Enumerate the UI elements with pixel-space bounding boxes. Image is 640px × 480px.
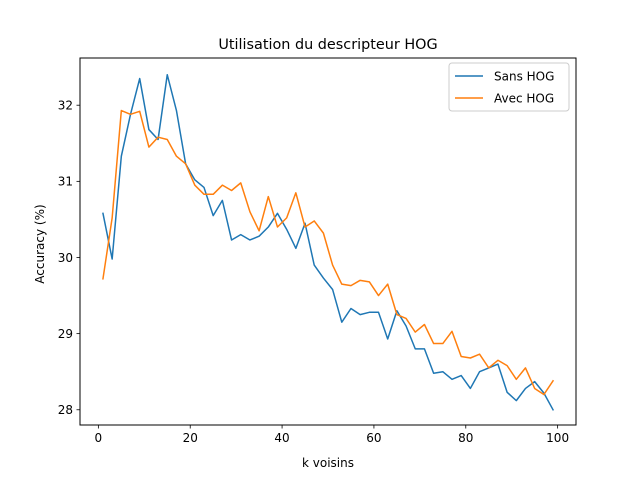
legend-box [448,62,570,112]
y-tick-label: 28 [58,403,73,417]
y-tick-label: 30 [58,251,73,265]
y-axis-ticks: 28 29 30 31 32 [58,99,80,417]
legend-label-avec-hog: Avec HOG [494,92,554,106]
x-axis-ticks: 0 20 40 60 80 100 [95,425,569,445]
y-tick-label: 31 [58,175,73,189]
y-tick-label: 29 [58,327,73,341]
series-line-sans-hog [102,74,555,411]
legend-label-sans-hog: Sans HOG [494,70,554,84]
series-line-avec-hog [102,109,555,396]
x-tick-label: 40 [274,431,289,445]
x-tick-label: 0 [95,431,103,445]
series-layer [102,74,555,411]
x-tick-label: 20 [183,431,198,445]
x-axis-label: k voisins [302,456,354,470]
y-axis-label: Accuracy (%) [33,204,47,283]
x-tick-label: 80 [458,431,473,445]
legend: Sans HOG Avec HOG [448,62,570,112]
x-tick-label: 100 [546,431,569,445]
x-tick-label: 60 [366,431,381,445]
axes-frame [79,57,577,426]
chart-title: Utilisation du descripteur HOG [218,37,437,53]
plot-area: 0 20 40 60 80 100 28 29 30 31 32 [58,57,577,445]
y-tick-label: 32 [58,99,73,113]
